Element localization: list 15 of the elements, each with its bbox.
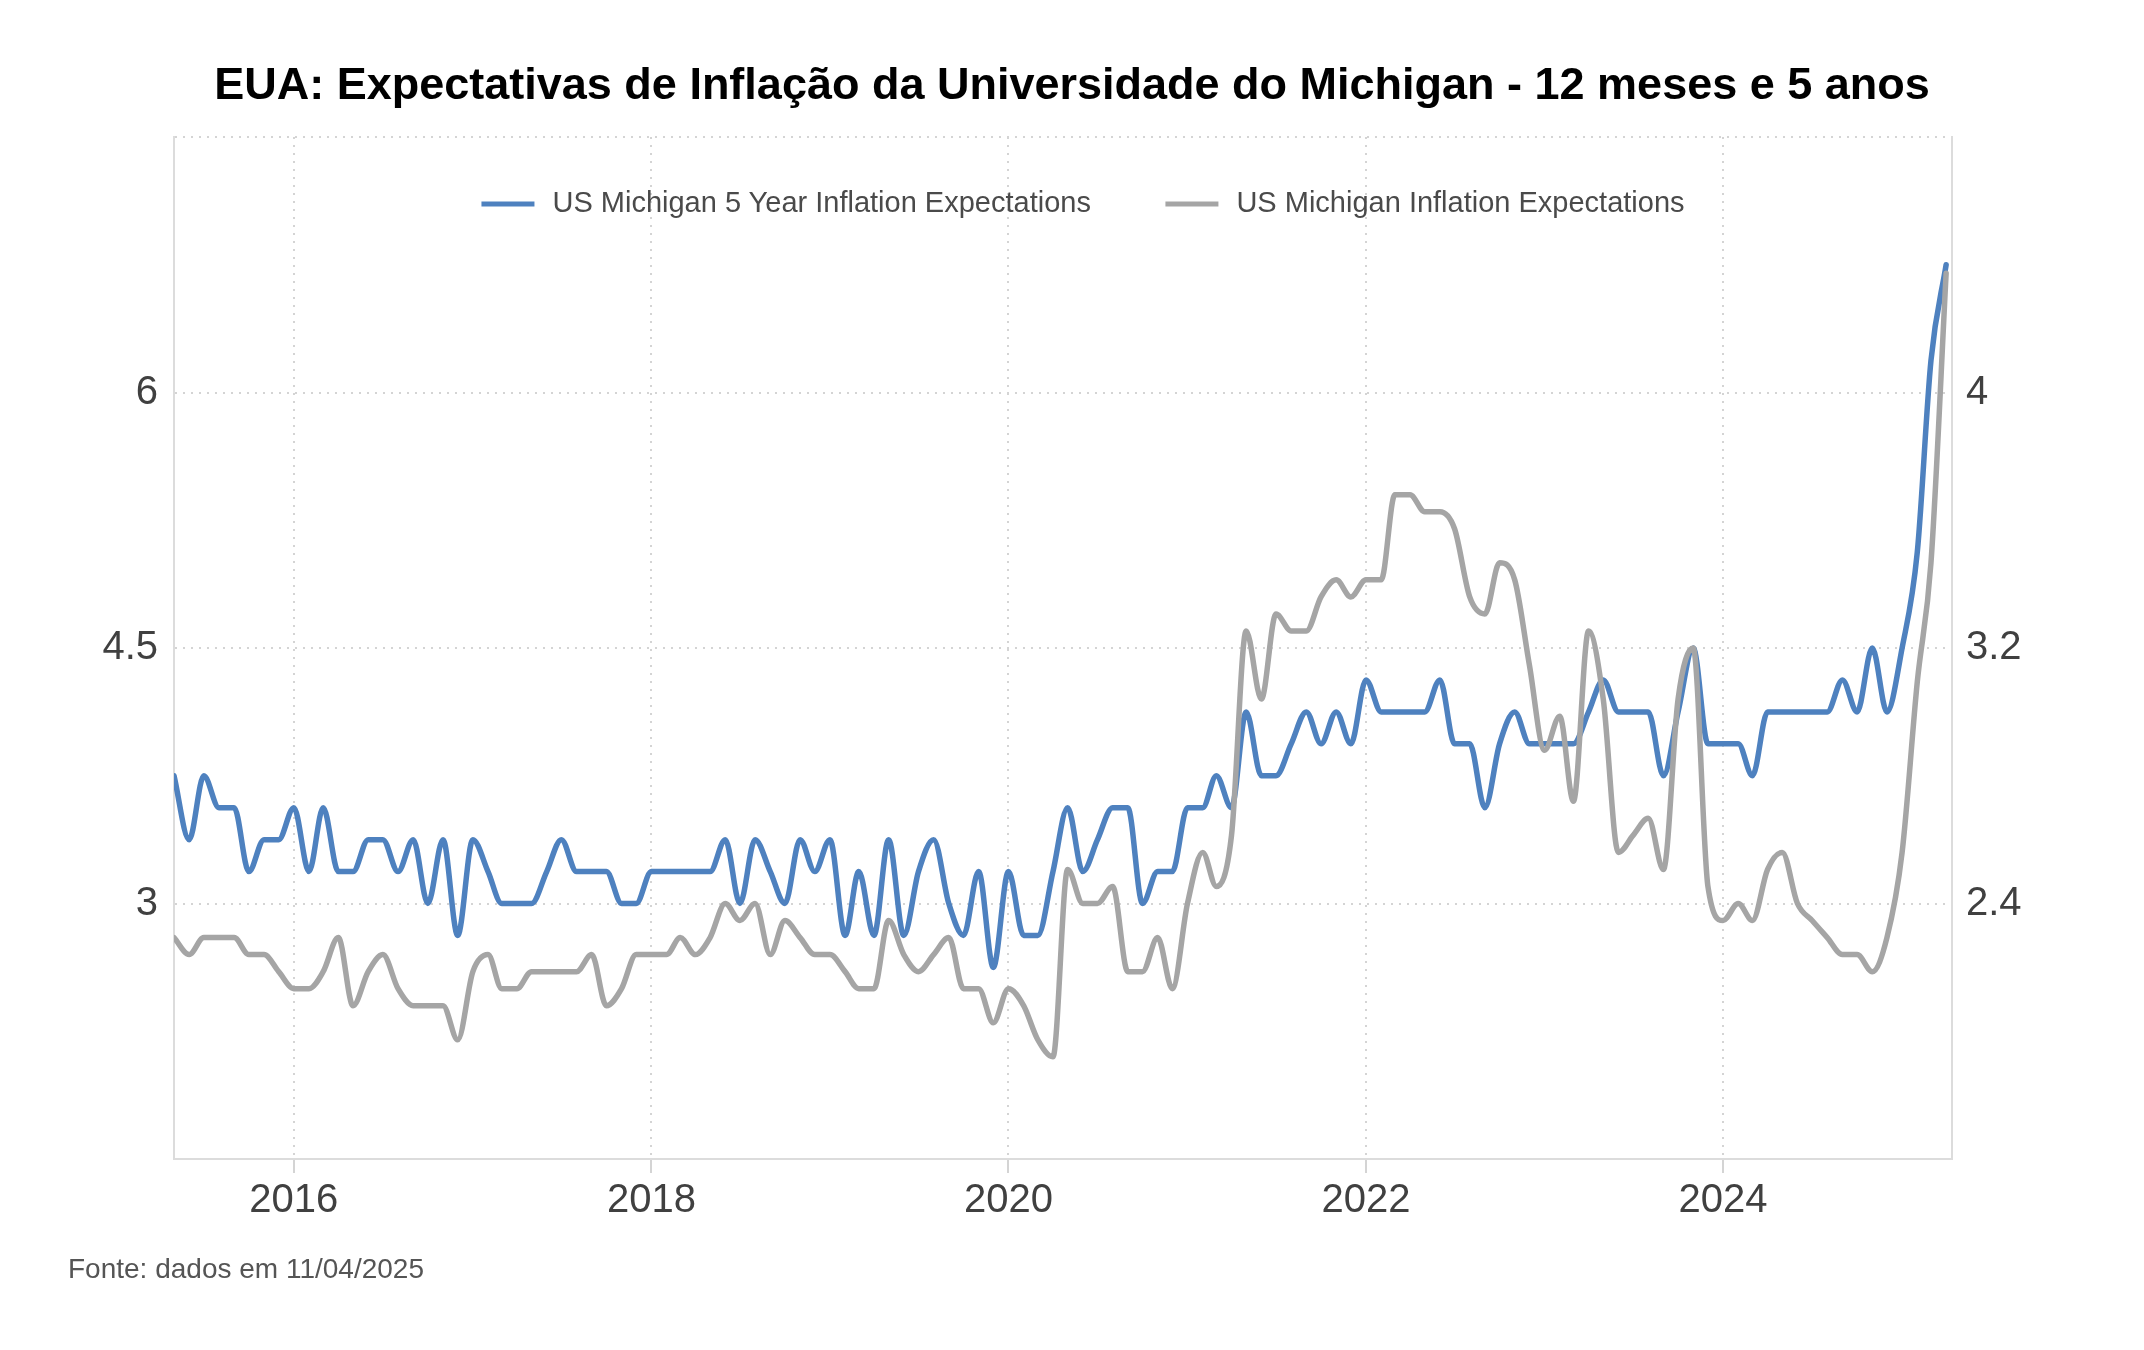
chart-title: EUA: Expectativas de Inflação da Universidade do Michigan - 12 meses e 5 anos (214, 58, 1930, 110)
y-tick-label: 3 (135, 878, 158, 923)
x-tick-label: 2016 (249, 1176, 339, 1221)
y2-tick-label: 2.4 (1966, 878, 2022, 923)
y2-tick-label: 3.2 (1966, 623, 2022, 668)
x-tick-label: 2018 (606, 1176, 696, 1221)
source-note: Fonte: dados em 11/04/2025 (68, 1252, 424, 1284)
y-tick-label: 6 (135, 367, 158, 412)
x-tick-label: 2024 (1678, 1176, 1768, 1221)
x-tick-label: 2022 (1321, 1176, 1411, 1221)
y-tick-label: 4.5 (102, 623, 158, 668)
legend-label: US Michigan Inflation Expectations (1236, 186, 1685, 218)
legend-label: US Michigan 5 Year Inflation Expectations (552, 186, 1091, 218)
x-tick-label: 2020 (963, 1176, 1053, 1221)
y2-tick-label: 4 (1966, 367, 1989, 412)
